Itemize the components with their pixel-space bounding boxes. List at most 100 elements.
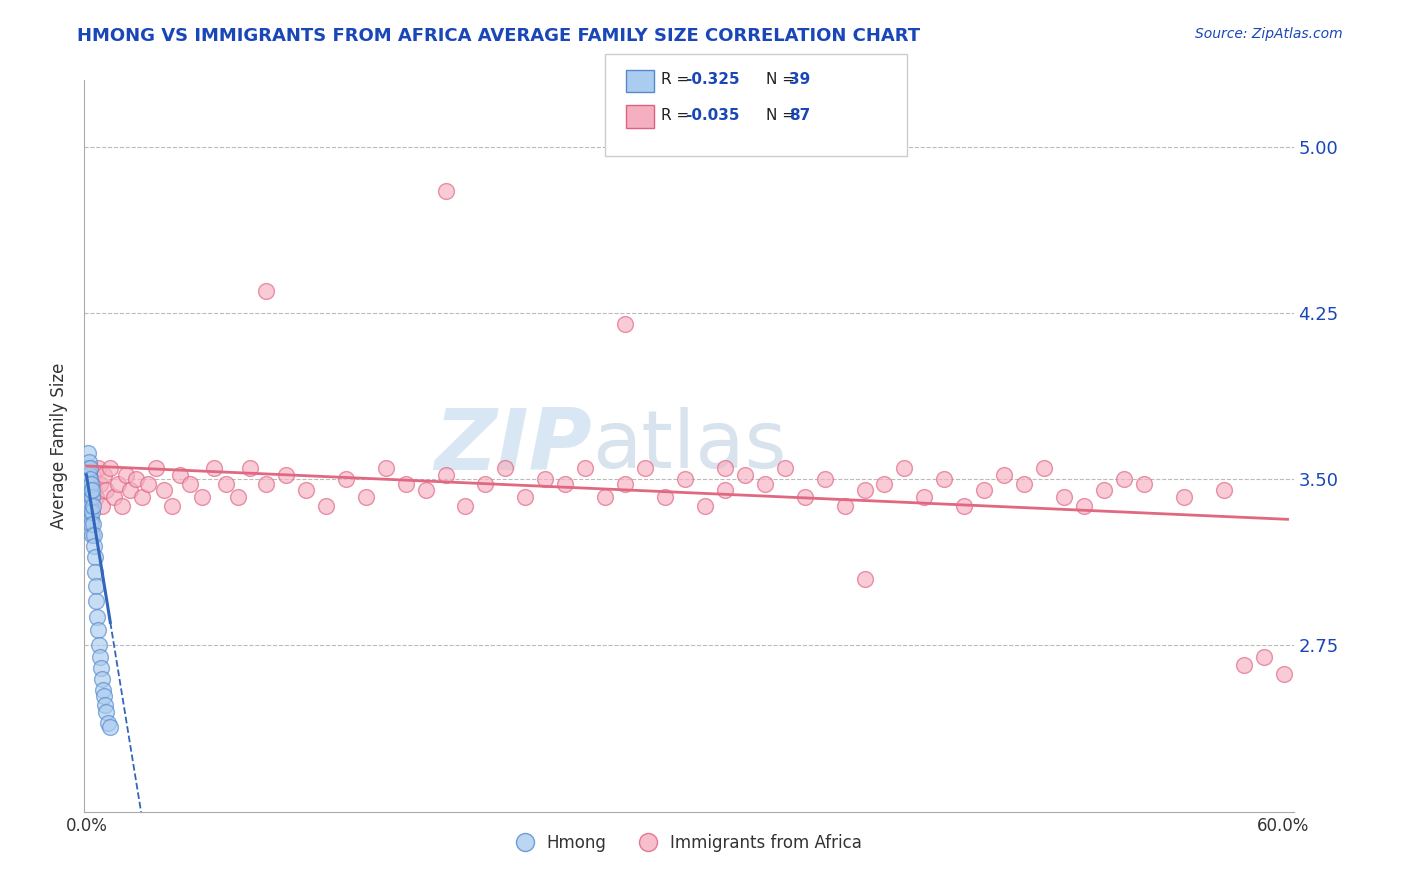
Point [83, 539, 105, 553]
Text: -0.035: -0.035 [685, 108, 740, 122]
Point [96, 705, 118, 719]
Point [614, 476, 637, 491]
Point [454, 499, 477, 513]
Point [1053, 490, 1076, 504]
Point [1253, 649, 1275, 664]
Point [131, 490, 153, 504]
Point [86, 594, 108, 608]
Point [79, 499, 101, 513]
Point [145, 461, 167, 475]
Point [79, 467, 101, 482]
Point [554, 476, 576, 491]
Point [1133, 476, 1156, 491]
Point [77, 483, 100, 498]
Point [93, 467, 115, 482]
Point [754, 476, 776, 491]
Point [82, 483, 104, 498]
Point [912, 490, 935, 504]
Point [84, 579, 107, 593]
Point [1073, 499, 1095, 513]
Point [77, 461, 100, 475]
Point [107, 476, 129, 491]
Point [254, 476, 277, 491]
Point [84, 566, 107, 580]
Point [315, 499, 337, 513]
Point [1112, 472, 1135, 486]
Point [574, 461, 596, 475]
Point [153, 483, 176, 498]
Point [120, 483, 142, 498]
Point [79, 461, 101, 475]
Point [91, 499, 114, 513]
Point [79, 472, 101, 486]
Point [80, 499, 103, 513]
Point [434, 184, 457, 198]
Point [202, 461, 225, 475]
Point [354, 490, 377, 504]
Point [614, 317, 637, 331]
Point [1233, 658, 1256, 673]
Point [96, 483, 118, 498]
Point [98, 461, 121, 475]
Point [1272, 667, 1295, 681]
Point [1173, 490, 1195, 504]
Point [98, 721, 121, 735]
Point [853, 483, 876, 498]
Point [673, 472, 696, 486]
Point [1212, 483, 1234, 498]
Y-axis label: Average Family Size: Average Family Size [49, 363, 67, 529]
Point [111, 499, 134, 513]
Point [89, 476, 111, 491]
Text: atlas: atlas [592, 407, 786, 485]
Point [79, 461, 101, 475]
Point [83, 527, 105, 541]
Point [82, 467, 104, 482]
Point [91, 682, 114, 697]
Text: 87: 87 [789, 108, 810, 122]
Point [394, 476, 416, 491]
Text: R =: R = [661, 108, 695, 122]
Point [873, 476, 896, 491]
Point [814, 472, 837, 486]
Point [160, 499, 183, 513]
Point [515, 490, 537, 504]
Point [335, 472, 357, 486]
Point [79, 490, 101, 504]
Point [87, 623, 110, 637]
Point [254, 284, 277, 298]
Point [494, 461, 516, 475]
Point [79, 472, 101, 486]
Text: N =: N = [766, 108, 800, 122]
Point [1033, 461, 1056, 475]
Point [179, 476, 201, 491]
Point [953, 499, 976, 513]
Point [91, 672, 114, 686]
Point [82, 516, 104, 531]
Point [82, 499, 104, 513]
Point [714, 461, 737, 475]
Point [87, 461, 110, 475]
Point [934, 472, 956, 486]
Point [169, 467, 191, 482]
Point [434, 467, 457, 482]
Point [80, 490, 103, 504]
Point [474, 476, 496, 491]
Point [834, 499, 856, 513]
Point [77, 490, 100, 504]
Text: HMONG VS IMMIGRANTS FROM AFRICA AVERAGE FAMILY SIZE CORRELATION CHART: HMONG VS IMMIGRANTS FROM AFRICA AVERAGE … [77, 27, 921, 45]
Point [593, 490, 616, 504]
Point [86, 490, 108, 504]
Point [534, 472, 557, 486]
Point [993, 467, 1015, 482]
Point [1092, 483, 1115, 498]
Point [693, 499, 716, 513]
Point [80, 516, 103, 531]
Point [77, 476, 100, 491]
Point [239, 461, 262, 475]
Point [1012, 476, 1035, 491]
Text: ZIP: ZIP [434, 404, 592, 488]
Legend: Hmong, Immigrants from Africa: Hmong, Immigrants from Africa [510, 827, 868, 858]
Point [82, 527, 104, 541]
Point [89, 639, 111, 653]
Point [773, 461, 796, 475]
